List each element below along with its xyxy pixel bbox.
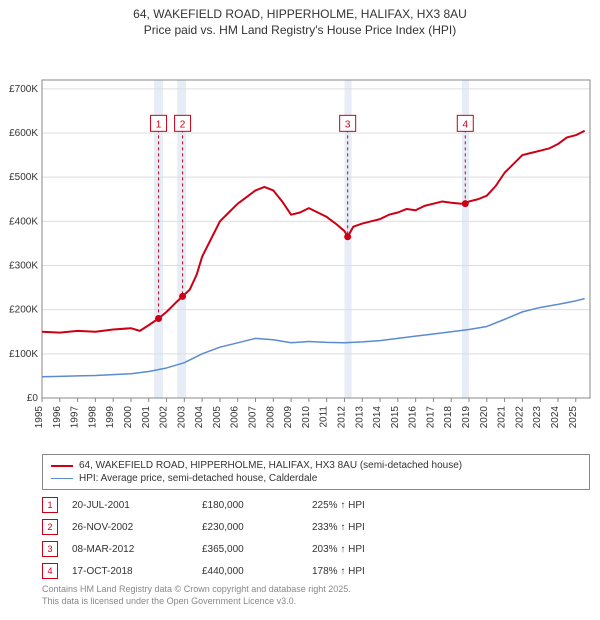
x-tick-label: 2016 [408, 406, 419, 429]
x-tick-label: 2025 [568, 406, 579, 429]
event-row: 1 20-JUL-2001£180,000225% ↑ HPI [42, 494, 590, 516]
event-price: £180,000 [202, 500, 312, 511]
event-price: £230,000 [202, 522, 312, 533]
y-tick-label: £200K [9, 305, 38, 316]
x-tick-label: 2024 [550, 406, 561, 429]
event-delta: 178% ↑ HPI [312, 566, 432, 577]
x-tick-label: 2019 [461, 406, 472, 429]
event-price: £440,000 [202, 566, 312, 577]
marker-number: 4 [462, 120, 468, 131]
x-tick-label: 2005 [212, 406, 223, 429]
x-tick-label: 2008 [265, 406, 276, 429]
title-line-1: 64, WAKEFIELD ROAD, HIPPERHOLME, HALIFAX… [0, 6, 600, 22]
event-row: 2 26-NOV-2002£230,000233% ↑ HPI [42, 516, 590, 538]
marker-number: 3 [345, 120, 351, 131]
x-tick-label: 2006 [230, 406, 241, 429]
footer-line-2: This data is licensed under the Open Gov… [42, 596, 590, 608]
event-number: 4 [42, 563, 58, 579]
event-date: 26-NOV-2002 [72, 522, 202, 533]
x-tick-label: 2007 [248, 406, 259, 429]
y-tick-label: £600K [9, 128, 38, 139]
x-tick-label: 2014 [372, 406, 383, 429]
footer-line-1: Contains HM Land Registry data © Crown c… [42, 584, 590, 596]
legend: 64, WAKEFIELD ROAD, HIPPERHOLME, HALIFAX… [42, 454, 590, 490]
event-delta: 225% ↑ HPI [312, 500, 432, 511]
title-line-2: Price paid vs. HM Land Registry's House … [0, 22, 600, 38]
legend-item: 64, WAKEFIELD ROAD, HIPPERHOLME, HALIFAX… [51, 459, 581, 472]
event-delta: 203% ↑ HPI [312, 544, 432, 555]
legend-item: HPI: Average price, semi-detached house,… [51, 472, 581, 485]
event-number: 1 [42, 497, 58, 513]
marker-dot [462, 201, 469, 208]
series-line [42, 299, 585, 377]
event-date: 08-MAR-2012 [72, 544, 202, 555]
x-tick-label: 2001 [141, 406, 152, 429]
event-row: 4 17-OCT-2018£440,000178% ↑ HPI [42, 560, 590, 582]
x-tick-label: 2013 [354, 406, 365, 429]
x-tick-label: 1998 [87, 406, 98, 429]
marker-number: 1 [156, 120, 162, 131]
marker-dot [179, 293, 186, 300]
x-tick-label: 2010 [301, 406, 312, 429]
x-tick-label: 2017 [425, 406, 436, 429]
x-tick-label: 2018 [443, 406, 454, 429]
y-tick-label: £400K [9, 217, 38, 228]
event-price: £365,000 [202, 544, 312, 555]
x-tick-label: 2021 [497, 406, 508, 429]
x-tick-label: 2002 [159, 406, 170, 429]
y-tick-label: £300K [9, 261, 38, 272]
x-tick-label: 2011 [319, 406, 330, 428]
x-tick-label: 2004 [194, 406, 205, 429]
event-number: 2 [42, 519, 58, 535]
legend-label: 64, WAKEFIELD ROAD, HIPPERHOLME, HALIFAX… [79, 460, 462, 471]
x-tick-label: 2015 [390, 406, 401, 429]
x-tick-label: 1995 [34, 406, 45, 429]
event-date: 17-OCT-2018 [72, 566, 202, 577]
marker-dot [344, 234, 351, 241]
x-tick-label: 2009 [283, 406, 294, 429]
marker-number: 2 [180, 120, 186, 131]
events-table: 1 20-JUL-2001£180,000225% ↑ HPI 2 26-NOV-20… [42, 494, 590, 582]
x-tick-label: 2020 [479, 406, 490, 429]
plot-border [42, 80, 590, 398]
footer-note: Contains HM Land Registry data © Crown c… [42, 584, 590, 607]
legend-label: HPI: Average price, semi-detached house,… [79, 473, 317, 484]
legend-swatch [51, 465, 73, 467]
marker-dot [155, 315, 162, 322]
x-tick-label: 1996 [52, 406, 63, 429]
event-row: 3 08-MAR-2012£365,000203% ↑ HPI [42, 538, 590, 560]
page-root: 64, WAKEFIELD ROAD, HIPPERHOLME, HALIFAX… [0, 0, 600, 608]
y-tick-label: £500K [9, 173, 38, 184]
event-date: 20-JUL-2001 [72, 500, 202, 511]
x-tick-label: 1999 [105, 406, 116, 429]
event-number: 3 [42, 541, 58, 557]
chart-title: 64, WAKEFIELD ROAD, HIPPERHOLME, HALIFAX… [0, 0, 600, 38]
chart: £0 £100K £200K £300K £400K £500K £600K £700K 199… [0, 38, 600, 448]
y-tick-label: £700K [9, 84, 38, 95]
chart-svg: £0 £100K £200K £300K £400K £500K £600K £700K 199… [0, 38, 600, 448]
series-line [42, 131, 585, 333]
x-tick-label: 2012 [336, 406, 347, 429]
x-tick-label: 2022 [514, 406, 525, 429]
y-tick-label: £100K [9, 349, 38, 360]
legend-swatch [51, 478, 73, 479]
event-delta: 233% ↑ HPI [312, 522, 432, 533]
x-tick-label: 2000 [123, 406, 134, 429]
y-tick-label: £0 [27, 393, 39, 404]
x-tick-label: 2003 [176, 406, 187, 429]
x-tick-label: 2023 [532, 406, 543, 429]
x-tick-label: 1997 [70, 406, 81, 429]
